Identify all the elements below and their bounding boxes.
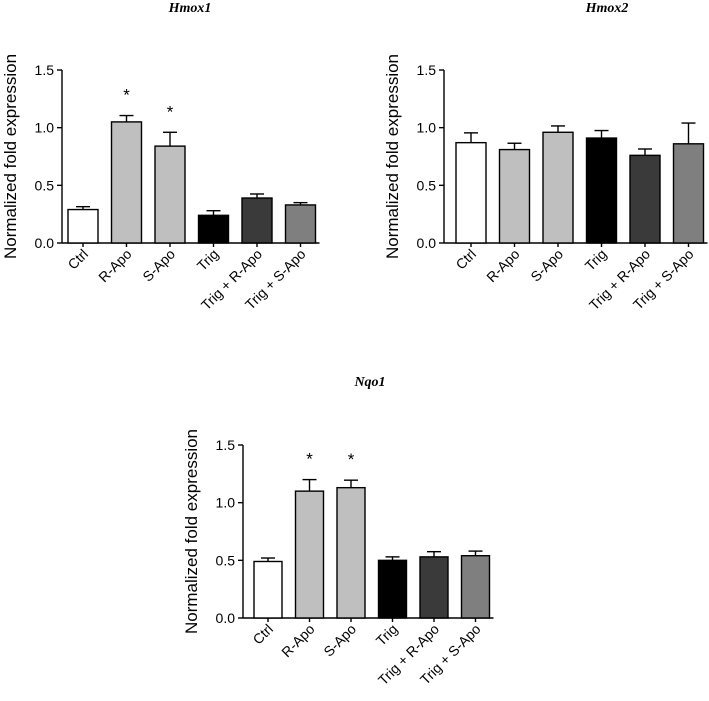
x-tick-label: Trig (582, 246, 610, 274)
y-tick-label: 1.0 (216, 495, 236, 511)
chart-title: Hmox2 (585, 1, 629, 16)
y-tick-label: 0.0 (35, 235, 55, 251)
bar (197, 214, 230, 244)
chart-title: Nqo1 (353, 375, 385, 390)
x-tick-label: R-Apo (483, 246, 523, 286)
chart-title: Hmox1 (168, 1, 212, 16)
bar (419, 556, 449, 619)
y-axis-label: Normalized fold expression (182, 429, 201, 634)
significance-marker: * (123, 86, 130, 105)
bar (241, 197, 273, 244)
bar (585, 137, 618, 244)
y-tick-label: 0.5 (35, 177, 55, 193)
bar (110, 121, 143, 244)
y-axis-label: Normalized fold expression (1, 54, 20, 259)
y-tick-label: 1.0 (417, 120, 437, 136)
bar (498, 148, 531, 244)
x-tick-label: Ctrl (249, 621, 276, 648)
x-tick-label: S-Apo (320, 621, 359, 660)
bar (284, 204, 317, 244)
bar (672, 143, 705, 244)
y-tick-label: 1.0 (35, 120, 55, 136)
significance-marker: * (348, 450, 355, 469)
bar (253, 560, 283, 619)
bar (336, 486, 366, 619)
bar (460, 555, 491, 619)
chart-panel-nqo1: Nqo1 0.0 0.5 1.0 1.5 Normalized fold expressi… (182, 375, 494, 688)
y-tick-label: 0.0 (417, 235, 437, 251)
y-tick-label: 0.5 (417, 177, 437, 193)
x-tick-label: R-Apo (95, 246, 135, 286)
chart-panel-hmox1: Hmox1 0.0 0.5 1.0 1.5 Normalized fold express… (1, 1, 320, 313)
x-tick-label: Ctrl (64, 246, 91, 273)
y-tick-label: 1.5 (417, 62, 437, 78)
significance-marker: * (167, 102, 174, 121)
x-tick-label: S-Apo (139, 246, 178, 285)
bar (629, 154, 661, 244)
y-tick-label: 1.5 (216, 437, 236, 453)
bar (67, 208, 99, 244)
significance-marker: * (306, 450, 313, 469)
x-tick-label: Trig (194, 246, 222, 274)
bar (542, 131, 574, 244)
bar (377, 559, 408, 619)
x-tick-label: Ctrl (452, 246, 479, 273)
x-tick-label: S-Apo (527, 246, 566, 285)
x-tick-label: Trig (373, 621, 401, 649)
y-tick-label: 0.0 (216, 610, 236, 626)
bar (455, 141, 487, 244)
y-tick-label: 0.5 (216, 552, 236, 568)
bar (154, 145, 186, 244)
chart-panel-hmox2: Hmox2 0.0 0.5 1.0 1.5 Normalized fold express… (383, 1, 708, 313)
y-tick-label: 1.5 (35, 62, 55, 78)
y-axis-label: Normalized fold expression (383, 54, 402, 259)
x-tick-label: R-Apo (278, 621, 318, 661)
bar (294, 490, 325, 619)
